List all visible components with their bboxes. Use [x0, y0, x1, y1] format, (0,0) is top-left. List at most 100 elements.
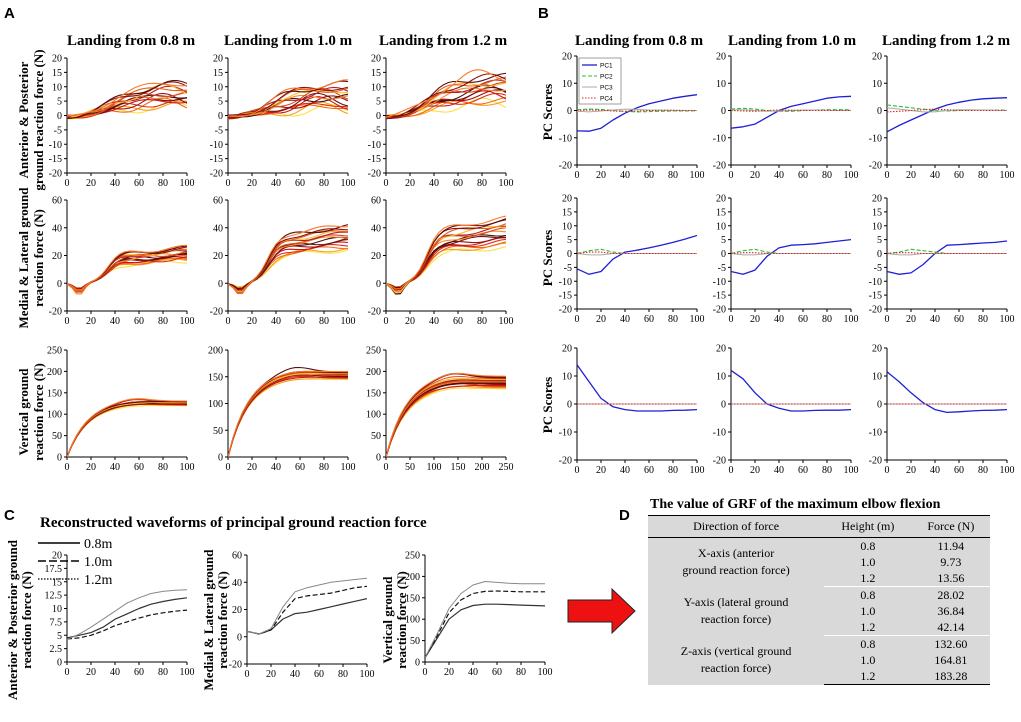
- ylabel-b-2: PC Scores: [540, 230, 555, 286]
- x-tick-label: 20: [906, 314, 916, 325]
- ylabel-c-ml-1: Medial & Lateral ground: [201, 549, 216, 691]
- x-tick-label: 20: [906, 465, 916, 476]
- y-tick-label: -10: [559, 277, 572, 288]
- x-tick-label: 0: [423, 667, 428, 678]
- x-tick-label: 20: [86, 667, 96, 678]
- x-tick-label: 60: [798, 465, 808, 476]
- y-tick-label: -20: [368, 169, 381, 180]
- chart-A-ap-1.0: -20 -15 -10 -5 0 5 10 15 20 0 20 40 60 80 100: [210, 54, 356, 190]
- direction-line: reaction force): [700, 661, 772, 675]
- x-tick-label: 60: [798, 314, 808, 325]
- y-tick-label: -20: [713, 305, 726, 316]
- trial-curve: [228, 89, 348, 117]
- chart-A-v-0.8: 0 50 100 150 200 250 0 20 40 60 80 100: [47, 346, 195, 474]
- x-tick-label: 20: [596, 314, 606, 325]
- y-tick-label: 5: [218, 97, 223, 108]
- y-tick-label: -20: [559, 305, 572, 316]
- trial-curve: [228, 79, 348, 118]
- trial-curve: [386, 382, 506, 457]
- y-tick-label: 20: [716, 194, 726, 205]
- y-tick-label: -15: [559, 291, 572, 302]
- trial-curve: [386, 379, 506, 457]
- x-tick-label: 40: [930, 465, 940, 476]
- series-1.2m: [67, 589, 187, 640]
- trial-curve: [67, 402, 187, 457]
- ylabel-a-ml-2: reaction force (N): [31, 209, 46, 307]
- y-tick-label: 0: [57, 453, 62, 464]
- y-tick-label: 50: [52, 431, 62, 442]
- y-tick-label: 60: [371, 196, 381, 207]
- y-tick-label: 5: [376, 97, 381, 108]
- x-tick-label: 60: [134, 178, 144, 189]
- series-PC1: [577, 364, 697, 412]
- x-tick-label: 20: [596, 465, 606, 476]
- y-tick-label: -5: [373, 125, 381, 136]
- y-tick-label: 150: [366, 388, 381, 399]
- y-tick-label: 15: [716, 207, 726, 218]
- x-tick-label: 60: [134, 316, 144, 327]
- height-cell: 1.0: [860, 603, 876, 618]
- x-tick-label: 20: [86, 178, 96, 189]
- y-tick-label: 0: [567, 106, 572, 117]
- y-tick-label: 7.5: [50, 617, 63, 628]
- panel-label-b: B: [538, 5, 549, 22]
- x-tick-label: 150: [451, 462, 466, 473]
- y-tick-label: 100: [208, 399, 223, 410]
- y-tick-label: -15: [713, 291, 726, 302]
- x-tick-label: 40: [620, 314, 630, 325]
- trial-curve: [386, 219, 506, 290]
- x-tick-label: 40: [110, 178, 120, 189]
- chart-B-ap-1.0: -20 -10 0 10 20 0 20 40 60 80 100: [713, 52, 859, 182]
- y-tick-label: 20: [213, 251, 223, 262]
- x-tick-label: 80: [978, 465, 988, 476]
- trial-curve: [386, 382, 506, 457]
- y-tick-label: 0: [877, 106, 882, 117]
- x-tick-label: 80: [668, 465, 678, 476]
- y-tick-label: -20: [713, 161, 726, 172]
- y-tick-label: 10: [52, 604, 62, 615]
- trial-curve: [386, 380, 506, 457]
- x-tick-label: 0: [65, 462, 70, 473]
- ylabel-a-v-1: Vertical ground: [16, 368, 31, 456]
- x-tick-label: 100: [499, 178, 514, 189]
- trial-curve: [386, 381, 506, 457]
- height-cell: 1.2: [824, 570, 912, 587]
- x-tick-label: 0: [575, 465, 580, 476]
- trial-curve: [67, 82, 187, 117]
- panel-label-d: D: [619, 507, 630, 524]
- x-tick-label: 100: [844, 314, 859, 325]
- x-tick-label: 60: [453, 316, 463, 327]
- y-tick-label: -20: [869, 305, 882, 316]
- x-tick-label: 40: [271, 316, 281, 327]
- y-tick-label: 0: [376, 279, 381, 290]
- x-tick-label: 20: [906, 170, 916, 181]
- ylabel-a-ap-1: Anterior & Posterior: [16, 61, 31, 178]
- trial-curve: [67, 405, 187, 457]
- series-PC2: [731, 107, 851, 112]
- y-tick-label: 10: [213, 82, 223, 93]
- x-tick-label: 80: [338, 669, 348, 680]
- trial-curve: [67, 80, 187, 119]
- series-PC1: [887, 97, 1007, 133]
- y-tick-label: 40: [232, 578, 242, 589]
- force-cell: 183.28: [911, 668, 990, 685]
- y-tick-label: -5: [874, 263, 882, 274]
- x-tick-label: 40: [620, 170, 630, 181]
- legend-label: PC4: [600, 96, 613, 103]
- y-tick-label: 20: [371, 54, 381, 65]
- series-1.0m: [425, 590, 545, 658]
- y-tick-label: 10: [716, 79, 726, 90]
- y-tick-label: 0: [218, 453, 223, 464]
- ylabel-b-3: PC Scores: [540, 377, 555, 433]
- x-tick-label: 80: [158, 462, 168, 473]
- trial-curve: [386, 69, 506, 118]
- x-tick-label: 80: [978, 170, 988, 181]
- y-tick-label: 60: [232, 551, 242, 562]
- y-tick-label: -10: [559, 428, 572, 439]
- trial-curve: [228, 372, 348, 457]
- y-tick-label: 100: [47, 410, 62, 421]
- trial-curve: [67, 97, 187, 119]
- y-tick-label: 0: [721, 106, 726, 117]
- x-tick-label: 100: [180, 462, 195, 473]
